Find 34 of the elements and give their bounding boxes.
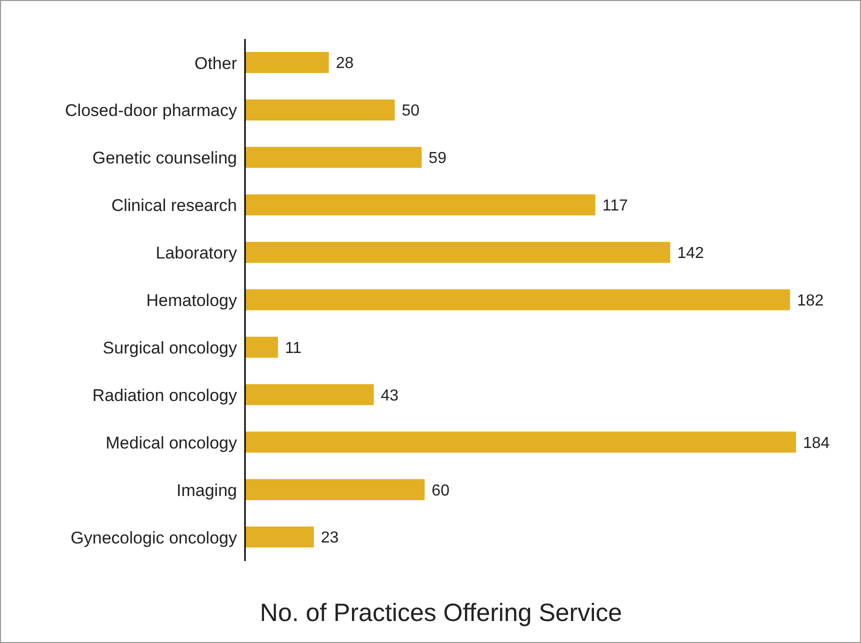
y-tick-label: Laboratory: [156, 244, 238, 263]
y-tick-label: Gynecologic oncology: [70, 528, 238, 548]
bar: [245, 336, 278, 358]
bar: [245, 479, 425, 500]
bar: [245, 194, 596, 216]
y-tick-label: Medical oncology: [106, 433, 238, 452]
data-label: 182: [797, 292, 824, 310]
y-tick-label: Other: [194, 54, 238, 73]
bar: [245, 52, 329, 73]
data-label: 23: [320, 530, 339, 547]
data-label: 184: [803, 434, 830, 452]
y-tick-label: Imaging: [176, 480, 237, 500]
data-label: 43: [380, 387, 399, 404]
bar: [245, 526, 314, 548]
y-tick-label: Surgical oncology: [102, 338, 238, 358]
bar: [245, 432, 796, 453]
bar: [245, 242, 670, 263]
data-label: 142: [677, 245, 704, 262]
data-label: 28: [336, 55, 354, 72]
y-tick-label: Genetic counseling: [92, 148, 237, 168]
y-tick-label: Radiation oncology: [92, 386, 238, 405]
y-tick-label: Hematology: [146, 291, 238, 310]
data-label: 11: [284, 340, 302, 357]
data-label: 60: [432, 482, 450, 500]
data-label: 50: [402, 102, 420, 120]
data-label: 117: [602, 198, 628, 215]
data-label: 59: [428, 150, 447, 168]
bar: [245, 289, 790, 310]
bar: [245, 99, 395, 120]
y-tick-label: Closed-door pharmacy: [65, 101, 238, 120]
bar: [245, 146, 422, 168]
bar: [245, 384, 374, 406]
y-tick-label: Clinical research: [111, 196, 237, 216]
x-axis-title: No. of Practices Offering Service: [258, 599, 624, 628]
